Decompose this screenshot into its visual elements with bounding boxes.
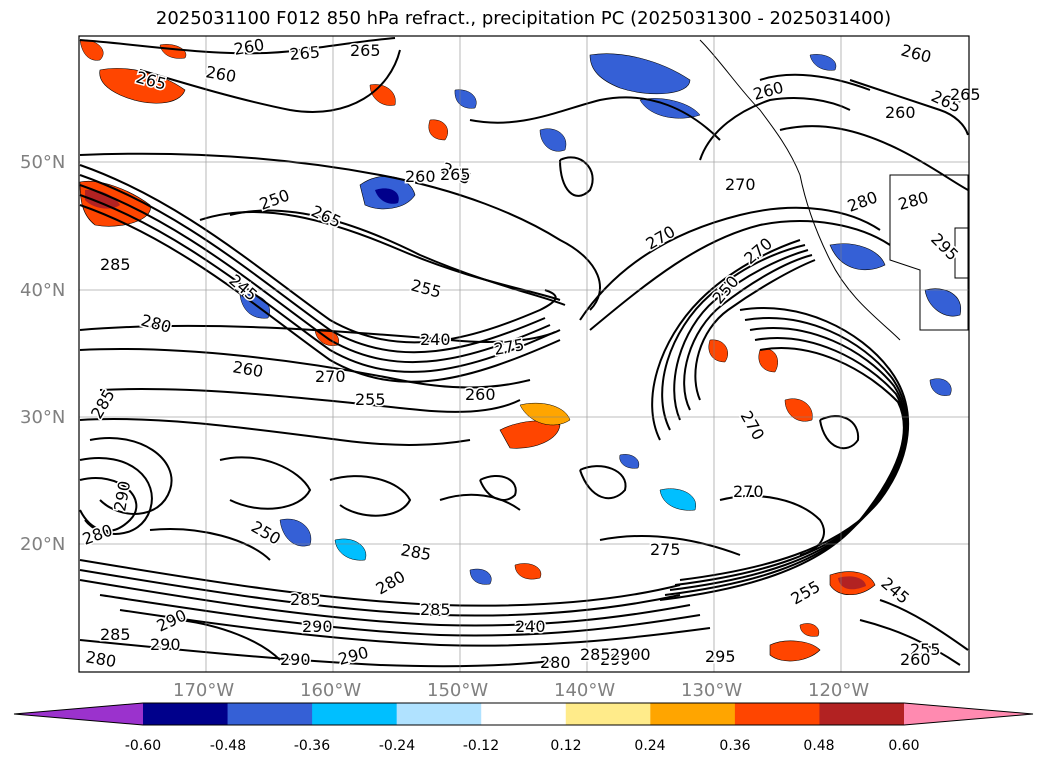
contour-label: 290 (600, 650, 631, 669)
contour-label: 270 (315, 367, 346, 386)
cb-tick-label-4: -0.24 (378, 738, 416, 754)
cb-tick-label-3: -0.36 (293, 738, 331, 754)
contour-label: 295 (705, 647, 736, 666)
colorbar-extend-high (904, 703, 1033, 725)
colorbar-extend-low (14, 703, 143, 725)
contour-label: 285 (290, 590, 321, 609)
lat-label-40: 40°N (20, 280, 66, 301)
cb-tick-label-9: 0.48 (803, 738, 835, 754)
contour-label: 285 (100, 255, 131, 274)
contour-label: 275 (650, 540, 681, 559)
contour-label: 280 (620, 645, 651, 664)
cb-tick-label-8: 0.36 (719, 738, 751, 754)
coastline (699, 39, 969, 341)
contour-label: 240 (420, 330, 451, 349)
contour-label: 260 (405, 167, 436, 186)
colorbar-outline (13, 702, 1034, 726)
lon-label-130w: 130°W (681, 680, 743, 701)
contour-label: 260 (900, 650, 931, 669)
lat-label-20: 20°N (20, 534, 66, 555)
contour-label: 285 (100, 625, 131, 644)
contour-label: 265 (289, 42, 321, 64)
colorbar-segments (14, 703, 1033, 725)
contour-label: 290 (150, 635, 181, 654)
contour-label: 285 (580, 645, 611, 664)
contour-label: 260 (885, 103, 916, 122)
lat-label-50: 50°N (20, 152, 66, 173)
lon-label-170w: 170°W (173, 680, 235, 701)
cb-tick-label-2: -0.48 (209, 738, 247, 754)
cb-tick-label-5: -0.12 (462, 738, 500, 754)
colorbar-segment (565, 703, 651, 725)
lat-label-30: 30°N (20, 407, 66, 428)
contour-label: 280 (540, 653, 571, 672)
contour-label: 260 (465, 385, 496, 404)
colorbar-segment (312, 703, 398, 725)
contour-label: 270 (733, 482, 764, 501)
contour-label: 290 (610, 645, 641, 664)
colorbar-segment (650, 703, 736, 725)
contour-label: 240 (515, 617, 546, 636)
contour-label: 275 (650, 540, 681, 559)
contour-label: 290 (302, 617, 333, 636)
colorbar-segment (734, 703, 820, 725)
cb-tick-label-7: 0.24 (634, 738, 666, 754)
contour-label: 265 (350, 41, 381, 60)
colorbar-segment (227, 703, 313, 725)
lon-label-140w: 140°W (554, 680, 616, 701)
contour-label: 290 (280, 650, 311, 669)
contour-label: 285 (420, 600, 451, 619)
cb-tick-label-10: 0.60 (888, 738, 920, 754)
lon-label-120w: 120°W (808, 680, 870, 701)
lon-label-150w: 150°W (427, 680, 489, 701)
map-frame (78, 35, 970, 673)
cb-tick-label-6: 0.12 (550, 738, 582, 754)
gridlines (79, 36, 969, 672)
colorbar-segment (481, 703, 567, 725)
lon-label-160w: 160°W (300, 680, 362, 701)
colorbar-segment (396, 703, 482, 725)
contour-label: 265 (950, 85, 981, 104)
map-title: 2025031100 F012 850 hPa refract., precip… (155, 8, 892, 29)
colorbar-segment (819, 703, 905, 725)
cb-tick-label-1: -0.60 (124, 738, 162, 754)
contour-label: 265 (440, 165, 471, 184)
colorbar-segment (143, 703, 229, 725)
contour-label: 270 (725, 175, 756, 194)
contour-label: 255 (355, 390, 386, 409)
contour-label: 255 (910, 640, 941, 659)
